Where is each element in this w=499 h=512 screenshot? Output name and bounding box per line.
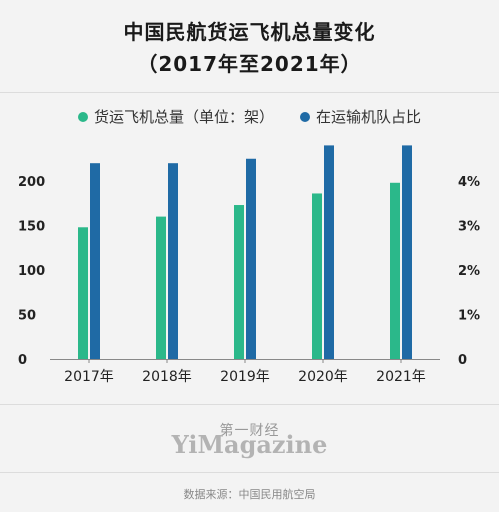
brand-logo: YiMagazine [171, 430, 328, 459]
x-axis-tick-label: 2021年 [376, 369, 426, 385]
bar-fleet-share [402, 145, 412, 359]
brand-name-cn: 第一财经 [219, 423, 280, 439]
chart-title: 中国民航货运飞机总量变化 [123, 20, 376, 44]
chart-legend: 货运飞机总量（单位：架） 在运输机队占比 [0, 106, 499, 127]
bar-fleet-share [90, 163, 100, 359]
legend-item-share: 在运输机队占比 [300, 106, 421, 127]
right-axis-tick-label: 3% [458, 220, 480, 235]
left-axis-tick-label: 100 [18, 264, 45, 279]
bar-fleet-share [168, 163, 178, 359]
right-axis-tick-label: 2% [458, 264, 480, 279]
x-axis-tick-label: 2018年 [142, 369, 192, 385]
left-axis-tick-label: 50 [18, 309, 36, 324]
left-axis-tick-label: 0 [18, 353, 27, 368]
separator-footer [0, 472, 499, 473]
separator-top [0, 92, 499, 93]
legend-item-fleet: 货运飞机总量（单位：架） [77, 106, 274, 127]
bar-fleet-total [156, 216, 166, 359]
legend-dot-share [300, 111, 310, 122]
bar-fleet-total [78, 227, 88, 359]
bar-fleet-total [234, 205, 244, 359]
right-axis-tick-label: 0 [458, 353, 467, 368]
left-axis-tick-label: 150 [18, 220, 45, 235]
data-source: 数据来源：中国民用航空局 [183, 488, 316, 501]
legend-label-fleet: 货运飞机总量（单位：架） [93, 108, 274, 126]
bar-chart: 0 50 100 150 200 0 1% 2% 3% 4% 2017年 2018年 2019年 2020… [18, 145, 480, 385]
bar-fleet-share [246, 158, 256, 359]
x-axis-tick-label: 2020年 [298, 369, 348, 385]
x-axis-tick-label: 2017年 [64, 369, 114, 385]
right-axis-tick-label: 4% [458, 175, 480, 190]
legend-label-share: 在运输机队占比 [316, 108, 422, 126]
left-axis-tick-label: 200 [18, 175, 45, 190]
legend-dot-fleet [77, 111, 88, 122]
bar-fleet-total [312, 193, 322, 359]
x-axis-tick-label: 2019年 [220, 369, 270, 385]
separator-bottom [0, 404, 499, 405]
chart-subtitle: （2017年至2021年） [137, 52, 362, 76]
bar-fleet-total [390, 182, 400, 359]
right-axis-tick-label: 1% [458, 309, 480, 324]
bar-fleet-share [324, 145, 334, 359]
